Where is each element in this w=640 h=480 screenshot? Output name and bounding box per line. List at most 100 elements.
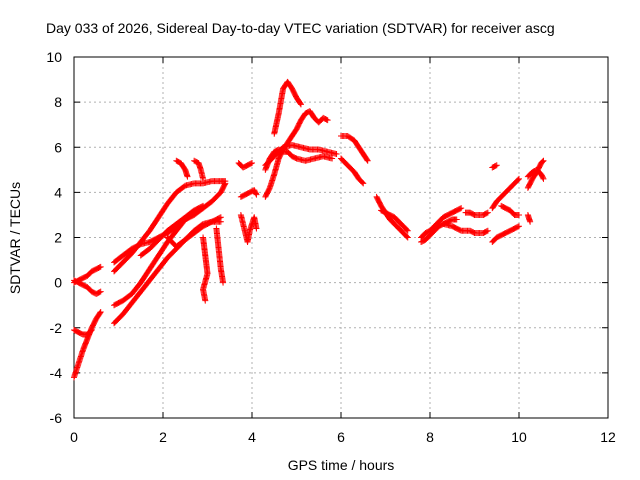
data-point [484, 227, 491, 234]
data-point [221, 181, 228, 188]
data-point [97, 263, 104, 270]
series-trace-2 [71, 327, 95, 338]
series-trace-35 [524, 166, 547, 182]
data-point [514, 223, 521, 230]
data-point [202, 297, 209, 304]
series-trace-33 [498, 202, 522, 218]
data-point [516, 211, 522, 218]
data-point [458, 205, 465, 212]
series-trace-17 [237, 211, 260, 246]
series-trace-32 [489, 223, 522, 246]
x-tick-label: 12 [600, 429, 616, 445]
data-point [198, 203, 205, 210]
data-point [220, 279, 227, 286]
x-tick-label: 0 [70, 429, 78, 445]
data-point [483, 228, 490, 235]
data-point [329, 155, 336, 162]
data-point [200, 202, 207, 209]
series-trace-1 [71, 308, 104, 381]
data-point [247, 160, 254, 167]
data-point [333, 151, 340, 158]
data-point [483, 210, 490, 217]
data-point [249, 160, 255, 167]
data-points [71, 78, 547, 381]
grid-lines [74, 57, 608, 418]
data-point [297, 100, 304, 107]
chart-title: Day 033 of 2026, Sidereal Day-to-day VTE… [46, 20, 555, 36]
data-point [516, 175, 522, 182]
x-tick-label: 6 [337, 429, 345, 445]
x-tick-label: 10 [511, 429, 527, 445]
series-trace-4 [71, 263, 104, 286]
data-point [404, 227, 411, 234]
data-point [453, 216, 460, 223]
y-tick-label: -2 [50, 320, 63, 336]
data-point [97, 309, 104, 316]
y-axis-label: SDTVAR / TECUs [7, 182, 23, 294]
data-point [97, 288, 104, 295]
data-point [252, 190, 259, 197]
data-point [516, 223, 522, 230]
data-point [253, 191, 260, 198]
data-point [540, 175, 547, 182]
x-tick-label: 8 [426, 429, 434, 445]
series-trace-22 [338, 132, 371, 164]
series-trace-24 [373, 193, 411, 241]
series-trace-23 [338, 155, 367, 187]
series-trace-25 [378, 207, 411, 234]
data-point [493, 162, 500, 169]
series-trace-27 [418, 216, 460, 246]
data-point [404, 234, 411, 241]
series-trace-10 [164, 218, 224, 250]
series-trace-16 [237, 187, 260, 200]
data-point [88, 327, 95, 334]
series-trace-6 [111, 178, 229, 275]
data-point [492, 162, 499, 169]
data-point [364, 157, 371, 164]
data-point [457, 205, 464, 212]
series-trace-36 [524, 211, 534, 225]
data-point [323, 116, 330, 123]
data-point [87, 327, 94, 334]
data-point [324, 117, 331, 124]
series-trace-29 [462, 209, 491, 218]
data-point [217, 218, 224, 225]
series-trace-28 [440, 220, 491, 236]
series-trace-15 [235, 160, 255, 171]
data-point [253, 225, 260, 232]
y-tick-label: 2 [54, 230, 62, 246]
series-trace-30 [489, 162, 500, 171]
data-point [403, 233, 410, 240]
x-tick-label: 2 [159, 429, 167, 445]
data-point [364, 156, 371, 163]
data-point [360, 180, 367, 187]
y-tick-label: 0 [54, 275, 62, 291]
data-point [96, 264, 103, 271]
series-trace-31 [489, 175, 522, 212]
data-point [97, 308, 104, 315]
data-point [297, 101, 304, 108]
y-tick-label: 4 [54, 184, 62, 200]
y-tick-label: -4 [50, 365, 63, 381]
x-axis-label: GPS time / hours [288, 457, 395, 473]
data-point [184, 173, 191, 180]
series-trace-21 [262, 141, 340, 169]
series-trace-9 [137, 202, 207, 259]
data-point [359, 179, 366, 186]
x-tick-label: 4 [248, 429, 256, 445]
y-tick-label: -6 [50, 410, 63, 426]
y-tick-label: 10 [46, 49, 62, 65]
series-trace-14 [213, 225, 227, 286]
series-trace-13 [200, 234, 211, 304]
data-point [96, 289, 103, 296]
data-point [527, 218, 534, 225]
data-point [540, 157, 547, 164]
y-tick-label: 8 [54, 94, 62, 110]
axis-ticks: 0 2 4 6 8 10 12 -6 -4 -2 0 2 4 6 8 10 [46, 49, 616, 445]
y-tick-label: 6 [54, 139, 62, 155]
data-point [200, 175, 207, 182]
data-point [539, 174, 546, 181]
data-point [539, 158, 546, 165]
data-point [515, 176, 522, 183]
